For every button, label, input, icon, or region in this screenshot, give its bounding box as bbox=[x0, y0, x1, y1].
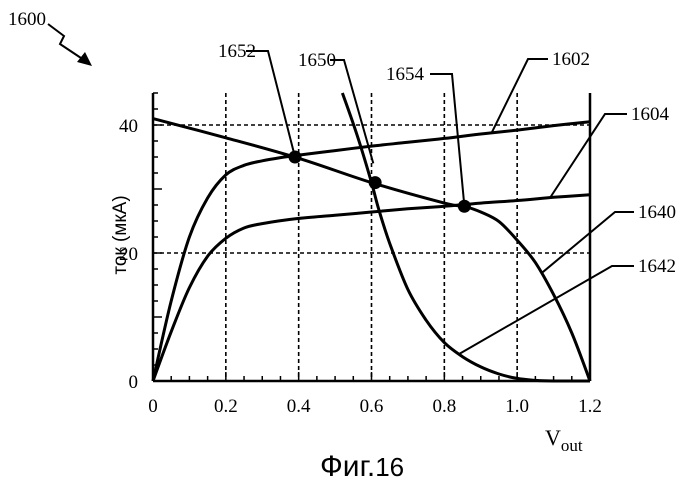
callout-label-1652: 1652 bbox=[218, 41, 256, 62]
y-tick-label: 40 bbox=[119, 116, 138, 137]
y-tick-label: 0 bbox=[129, 372, 139, 393]
plot-area: 00.20.40.60.81.01.202040 165216501654160… bbox=[119, 41, 676, 417]
callout-leader-1640 bbox=[543, 212, 634, 272]
point-1652 bbox=[289, 151, 302, 164]
callout-label-1654: 1654 bbox=[386, 64, 425, 85]
x-axis-label-main: V bbox=[545, 425, 561, 450]
callout-label-1650: 1650 bbox=[298, 50, 336, 71]
callout-label-1642: 1642 bbox=[638, 256, 676, 277]
x-tick-label: 1.0 bbox=[505, 396, 529, 417]
point-1650 bbox=[369, 176, 382, 189]
x-tick-label: 1.2 bbox=[578, 396, 602, 417]
callout-label-1640: 1640 bbox=[638, 202, 676, 223]
x-tick-label: 0.8 bbox=[432, 396, 456, 417]
callout-leader-1604 bbox=[550, 114, 627, 198]
x-axis-label-sub: out bbox=[561, 436, 583, 455]
x-tick-label: 0.2 bbox=[214, 396, 238, 417]
x-tick-label: 0.6 bbox=[360, 396, 384, 417]
point-1654 bbox=[458, 200, 471, 213]
callout-labels: 1652 1650 1654 1602 1604 1640 1642 bbox=[218, 41, 676, 277]
callout-label-1602: 1602 bbox=[552, 49, 590, 70]
caption-number: 16 bbox=[375, 452, 404, 482]
y-axis-label: ток (мкА) bbox=[110, 195, 131, 274]
x-tick-label: 0 bbox=[148, 396, 158, 417]
x-axis-label: Vout bbox=[545, 425, 583, 455]
figure-caption: Фиг.16 bbox=[320, 450, 404, 483]
callout-leader-1652 bbox=[246, 51, 295, 157]
caption-prefix: Фиг. bbox=[320, 450, 375, 483]
tick-labels: 00.20.40.60.81.01.202040 bbox=[119, 116, 602, 417]
x-tick-label: 0.4 bbox=[287, 396, 311, 417]
callout-leader-1602 bbox=[492, 59, 548, 133]
callout-label-1604: 1604 bbox=[631, 104, 670, 125]
figure-ref-label: 1600 bbox=[8, 9, 46, 30]
figure-ref-arrow bbox=[48, 24, 92, 66]
